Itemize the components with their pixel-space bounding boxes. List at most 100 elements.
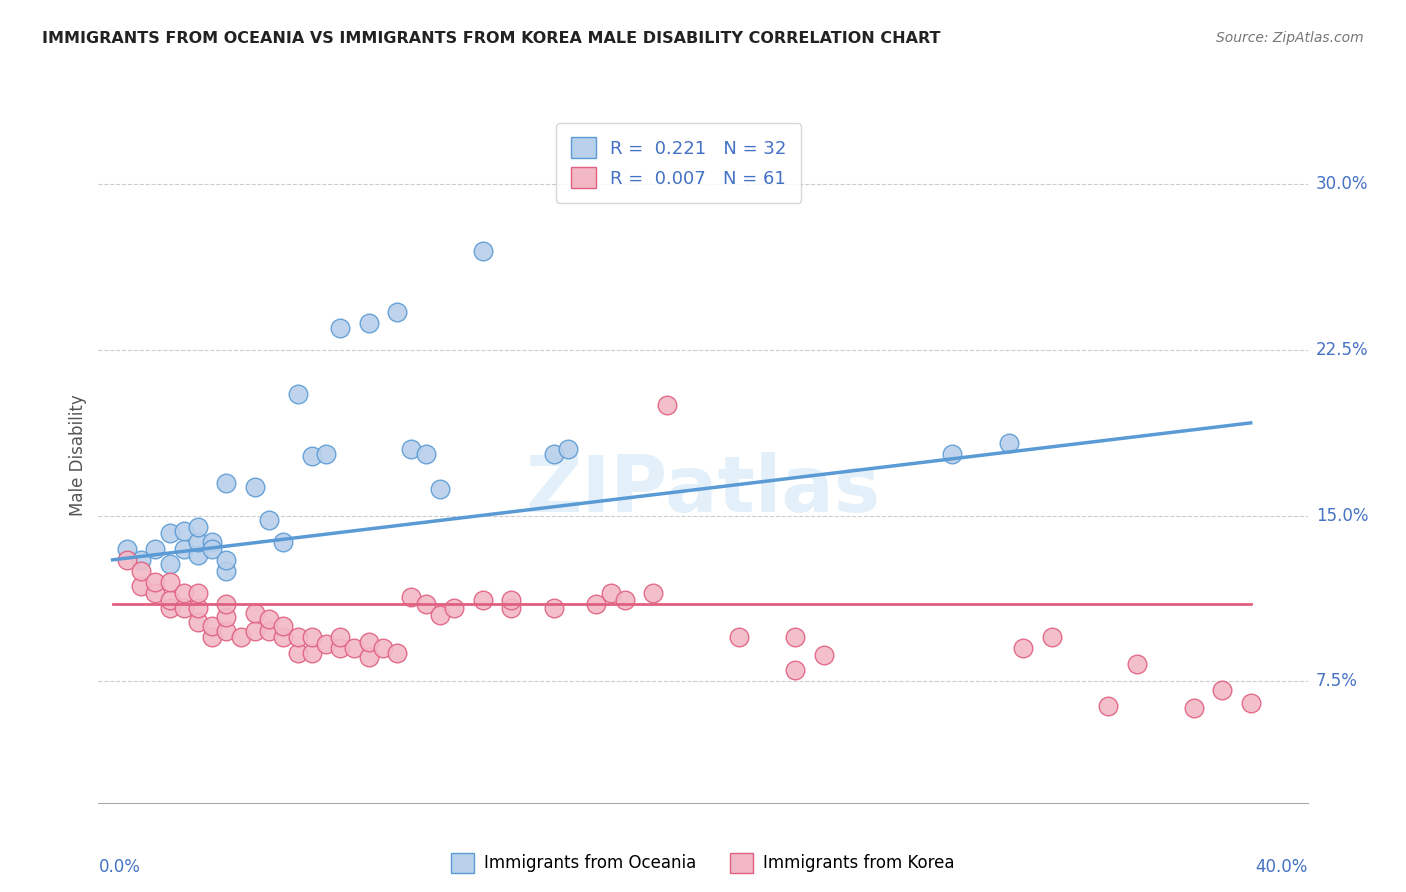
Point — [1182, 701, 1205, 715]
Point — [401, 591, 423, 605]
Point — [643, 586, 665, 600]
Point — [357, 634, 380, 648]
Point — [243, 480, 266, 494]
Point — [543, 601, 565, 615]
Point — [215, 624, 238, 638]
Point — [273, 619, 295, 633]
Point — [1240, 697, 1263, 711]
Point — [287, 630, 309, 644]
Point — [129, 564, 152, 578]
Point — [941, 447, 963, 461]
Text: Source: ZipAtlas.com: Source: ZipAtlas.com — [1216, 31, 1364, 45]
Point — [329, 641, 352, 656]
Point — [257, 612, 280, 626]
Point — [657, 398, 679, 412]
Text: 15.0%: 15.0% — [1316, 507, 1368, 524]
Point — [173, 524, 195, 538]
Point — [429, 482, 451, 496]
Point — [613, 592, 636, 607]
Text: 7.5%: 7.5% — [1316, 673, 1358, 690]
Point — [187, 535, 209, 549]
Point — [243, 606, 266, 620]
Point — [585, 597, 607, 611]
Text: IMMIGRANTS FROM OCEANIA VS IMMIGRANTS FROM KOREA MALE DISABILITY CORRELATION CHA: IMMIGRANTS FROM OCEANIA VS IMMIGRANTS FR… — [42, 31, 941, 46]
Point — [385, 305, 408, 319]
Point — [329, 321, 352, 335]
Legend: R =  0.221   N = 32, R =  0.007   N = 61: R = 0.221 N = 32, R = 0.007 N = 61 — [557, 123, 801, 202]
Text: 0.0%: 0.0% — [98, 858, 141, 876]
Point — [215, 564, 238, 578]
Text: ZIPatlas: ZIPatlas — [526, 451, 880, 528]
Point — [215, 610, 238, 624]
Point — [115, 541, 138, 556]
Point — [201, 630, 224, 644]
Point — [215, 475, 238, 490]
Point — [727, 630, 749, 644]
Point — [785, 663, 807, 677]
Point — [287, 646, 309, 660]
Point — [785, 630, 807, 644]
Point — [143, 586, 166, 600]
Point — [557, 442, 579, 457]
Point — [287, 387, 309, 401]
Point — [229, 630, 252, 644]
Point — [201, 541, 224, 556]
Point — [273, 630, 295, 644]
Point — [329, 630, 352, 644]
Point — [201, 535, 224, 549]
Point — [401, 442, 423, 457]
Text: 22.5%: 22.5% — [1316, 341, 1368, 359]
Point — [1012, 641, 1035, 656]
Point — [257, 513, 280, 527]
Point — [159, 574, 181, 589]
Point — [415, 597, 437, 611]
Point — [173, 601, 195, 615]
Point — [187, 519, 209, 533]
Point — [273, 535, 295, 549]
Point — [1126, 657, 1149, 671]
Point — [187, 601, 209, 615]
Point — [429, 608, 451, 623]
Point — [1040, 630, 1063, 644]
Text: 40.0%: 40.0% — [1256, 858, 1308, 876]
Point — [215, 553, 238, 567]
Point — [343, 641, 366, 656]
Point — [471, 592, 494, 607]
Point — [499, 601, 522, 615]
Point — [315, 637, 337, 651]
Point — [315, 447, 337, 461]
Point — [173, 586, 195, 600]
Point — [543, 447, 565, 461]
Point — [187, 549, 209, 563]
Point — [159, 558, 181, 572]
Point — [357, 650, 380, 665]
Point — [215, 597, 238, 611]
Point — [1097, 698, 1119, 713]
Point — [499, 592, 522, 607]
Point — [129, 553, 152, 567]
Point — [599, 586, 621, 600]
Point — [143, 541, 166, 556]
Point — [301, 630, 323, 644]
Point — [143, 574, 166, 589]
Point — [187, 615, 209, 629]
Point — [201, 619, 224, 633]
Point — [301, 646, 323, 660]
Point — [129, 579, 152, 593]
Point — [173, 541, 195, 556]
Point — [301, 449, 323, 463]
Point — [371, 641, 394, 656]
Point — [813, 648, 835, 662]
Point — [243, 624, 266, 638]
Point — [257, 624, 280, 638]
Point — [998, 435, 1021, 450]
Point — [1211, 683, 1233, 698]
Point — [471, 244, 494, 258]
Legend: Immigrants from Oceania, Immigrants from Korea: Immigrants from Oceania, Immigrants from… — [444, 847, 962, 880]
Point — [115, 553, 138, 567]
Point — [159, 526, 181, 541]
Point — [385, 646, 408, 660]
Point — [187, 586, 209, 600]
Point — [443, 601, 465, 615]
Point — [357, 317, 380, 331]
